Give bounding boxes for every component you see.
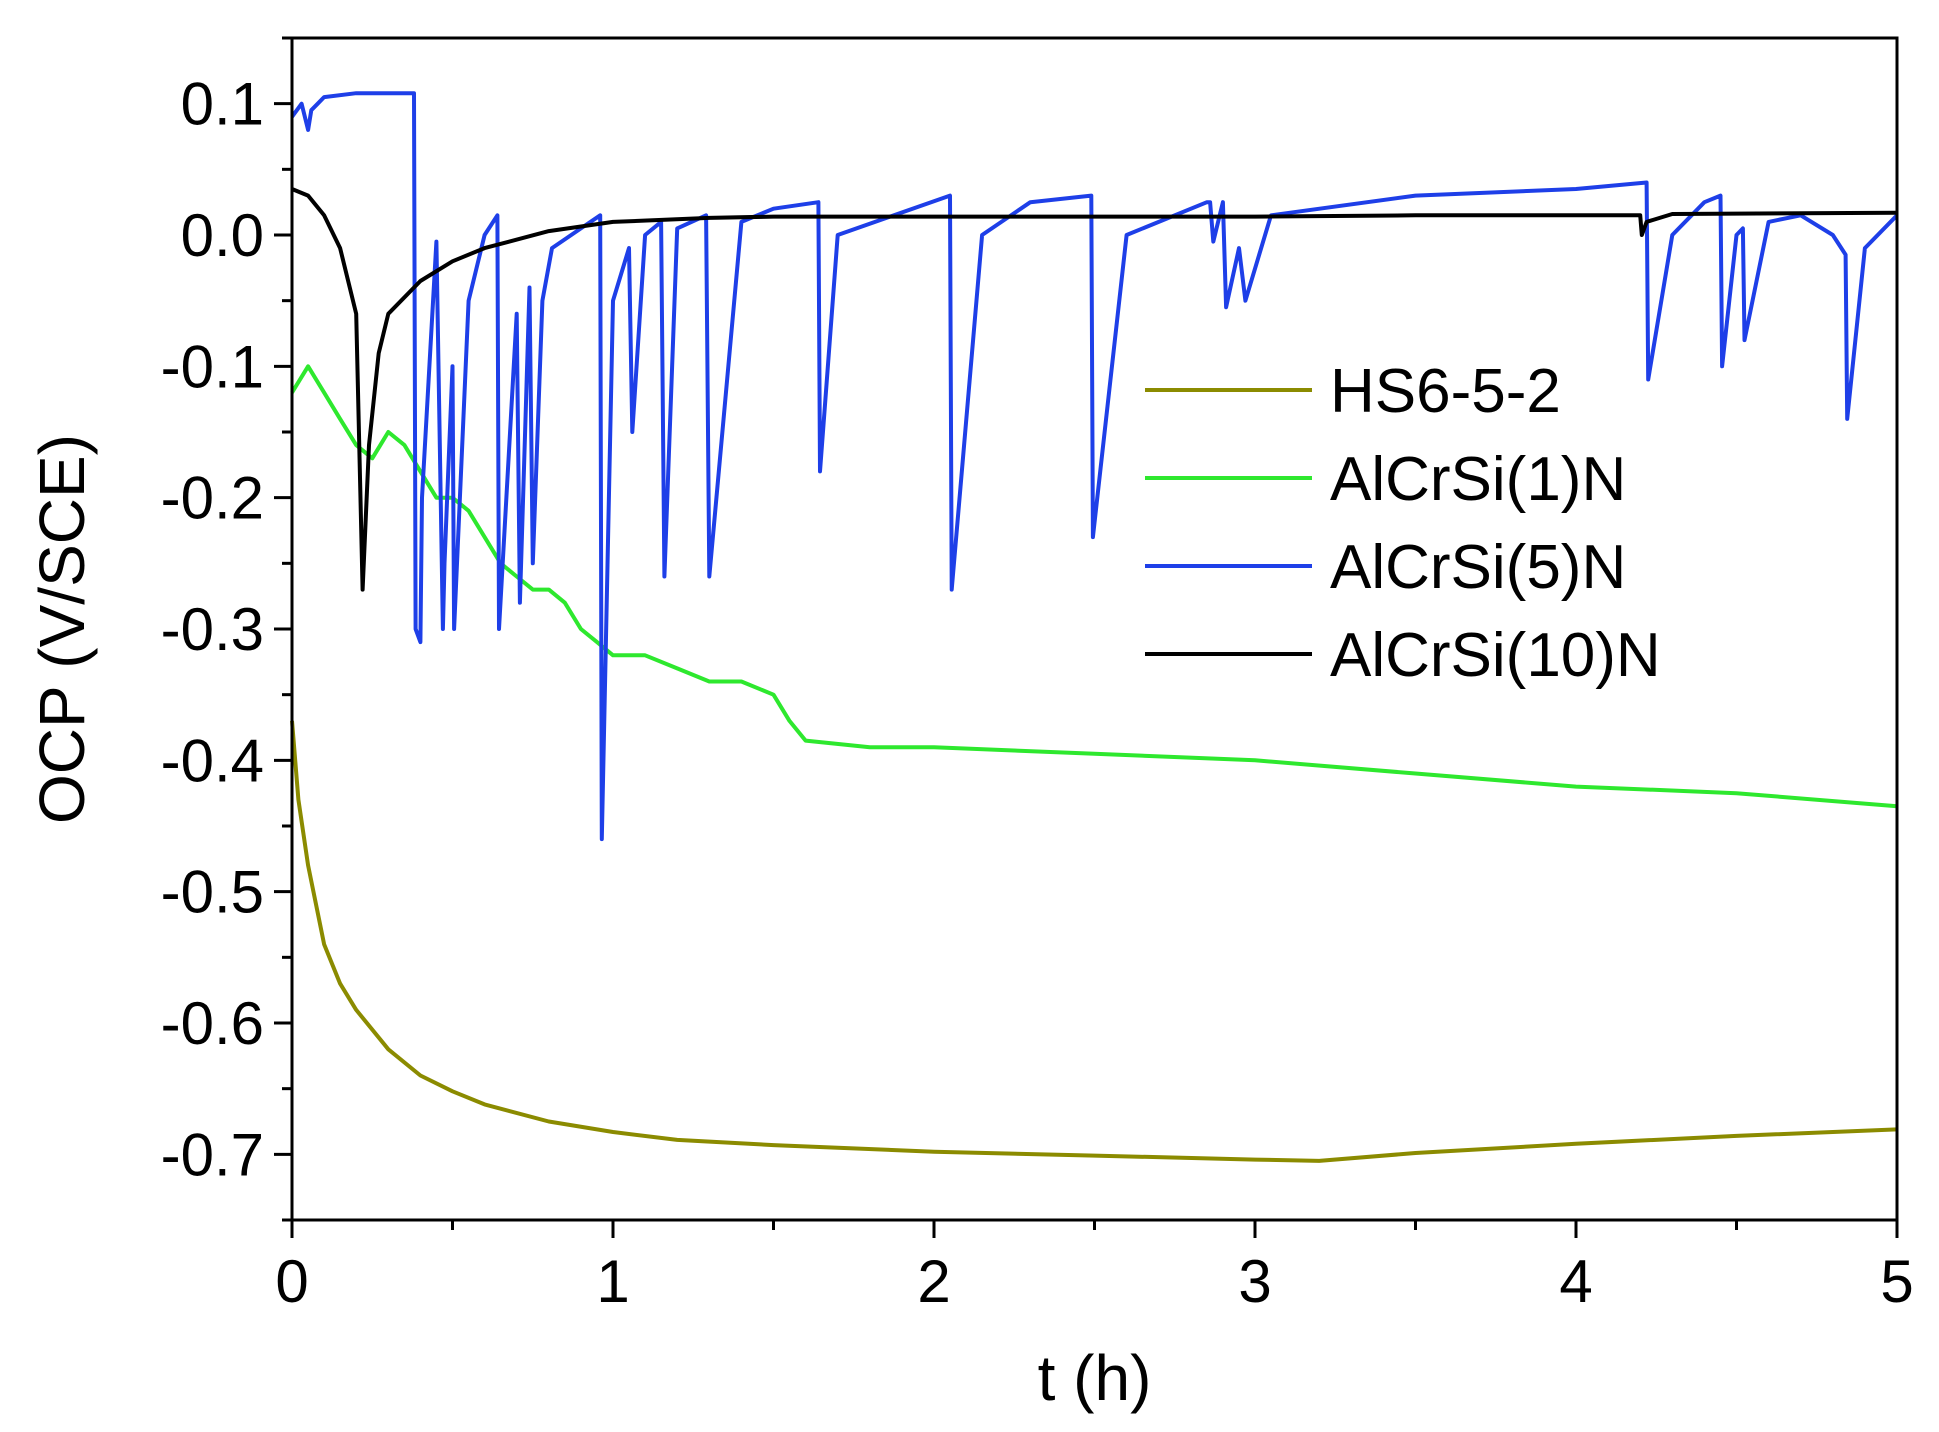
y-axis: 0.1 0.0 -0.1 -0.2 -0.3 -0.4 -0.5 -0.6 -0.7	[161, 36, 292, 1222]
legend-label: HS6-5-2	[1330, 357, 1561, 426]
series-line-3	[291, 187, 1898, 592]
y-tick-label: -0.3	[161, 596, 264, 663]
legend-label: AlCrSi(5)N	[1330, 533, 1626, 602]
x-tick-label: 2	[917, 1248, 950, 1315]
y-tick-label: 0.1	[181, 71, 264, 138]
y-tick-label: -0.1	[161, 333, 264, 400]
x-tick-label: 3	[1238, 1248, 1271, 1315]
y-tick-label: -0.4	[161, 727, 264, 794]
x-tick-label: 1	[596, 1248, 629, 1315]
legend-label: AlCrSi(10)N	[1330, 621, 1661, 690]
y-tick-label: -0.2	[161, 465, 264, 532]
y-tick-label: -0.5	[161, 859, 264, 926]
series-line-1	[290, 364, 1898, 809]
x-axis: 0 1 2 3 4 5	[275, 1220, 1914, 1315]
x-axis-title: t (h)	[1038, 1342, 1152, 1414]
legend: HS6-5-2 AlCrSi(1)N AlCrSi(5)N AlCrSi(10)N	[1145, 357, 1661, 690]
x-tick-label: 4	[1559, 1248, 1592, 1315]
series-line-2	[290, 91, 1899, 842]
x-tick-label: 5	[1880, 1248, 1913, 1315]
x-tick-label: 0	[275, 1248, 308, 1315]
plot-series	[290, 91, 1899, 1163]
legend-label: AlCrSi(1)N	[1330, 445, 1626, 514]
series-line-0	[290, 720, 1898, 1163]
y-tick-label: -0.6	[161, 990, 264, 1057]
y-axis-title: OCP (V/SCE)	[26, 434, 98, 824]
y-tick-label: -0.7	[161, 1121, 264, 1188]
y-tick-label: 0.0	[181, 202, 264, 269]
